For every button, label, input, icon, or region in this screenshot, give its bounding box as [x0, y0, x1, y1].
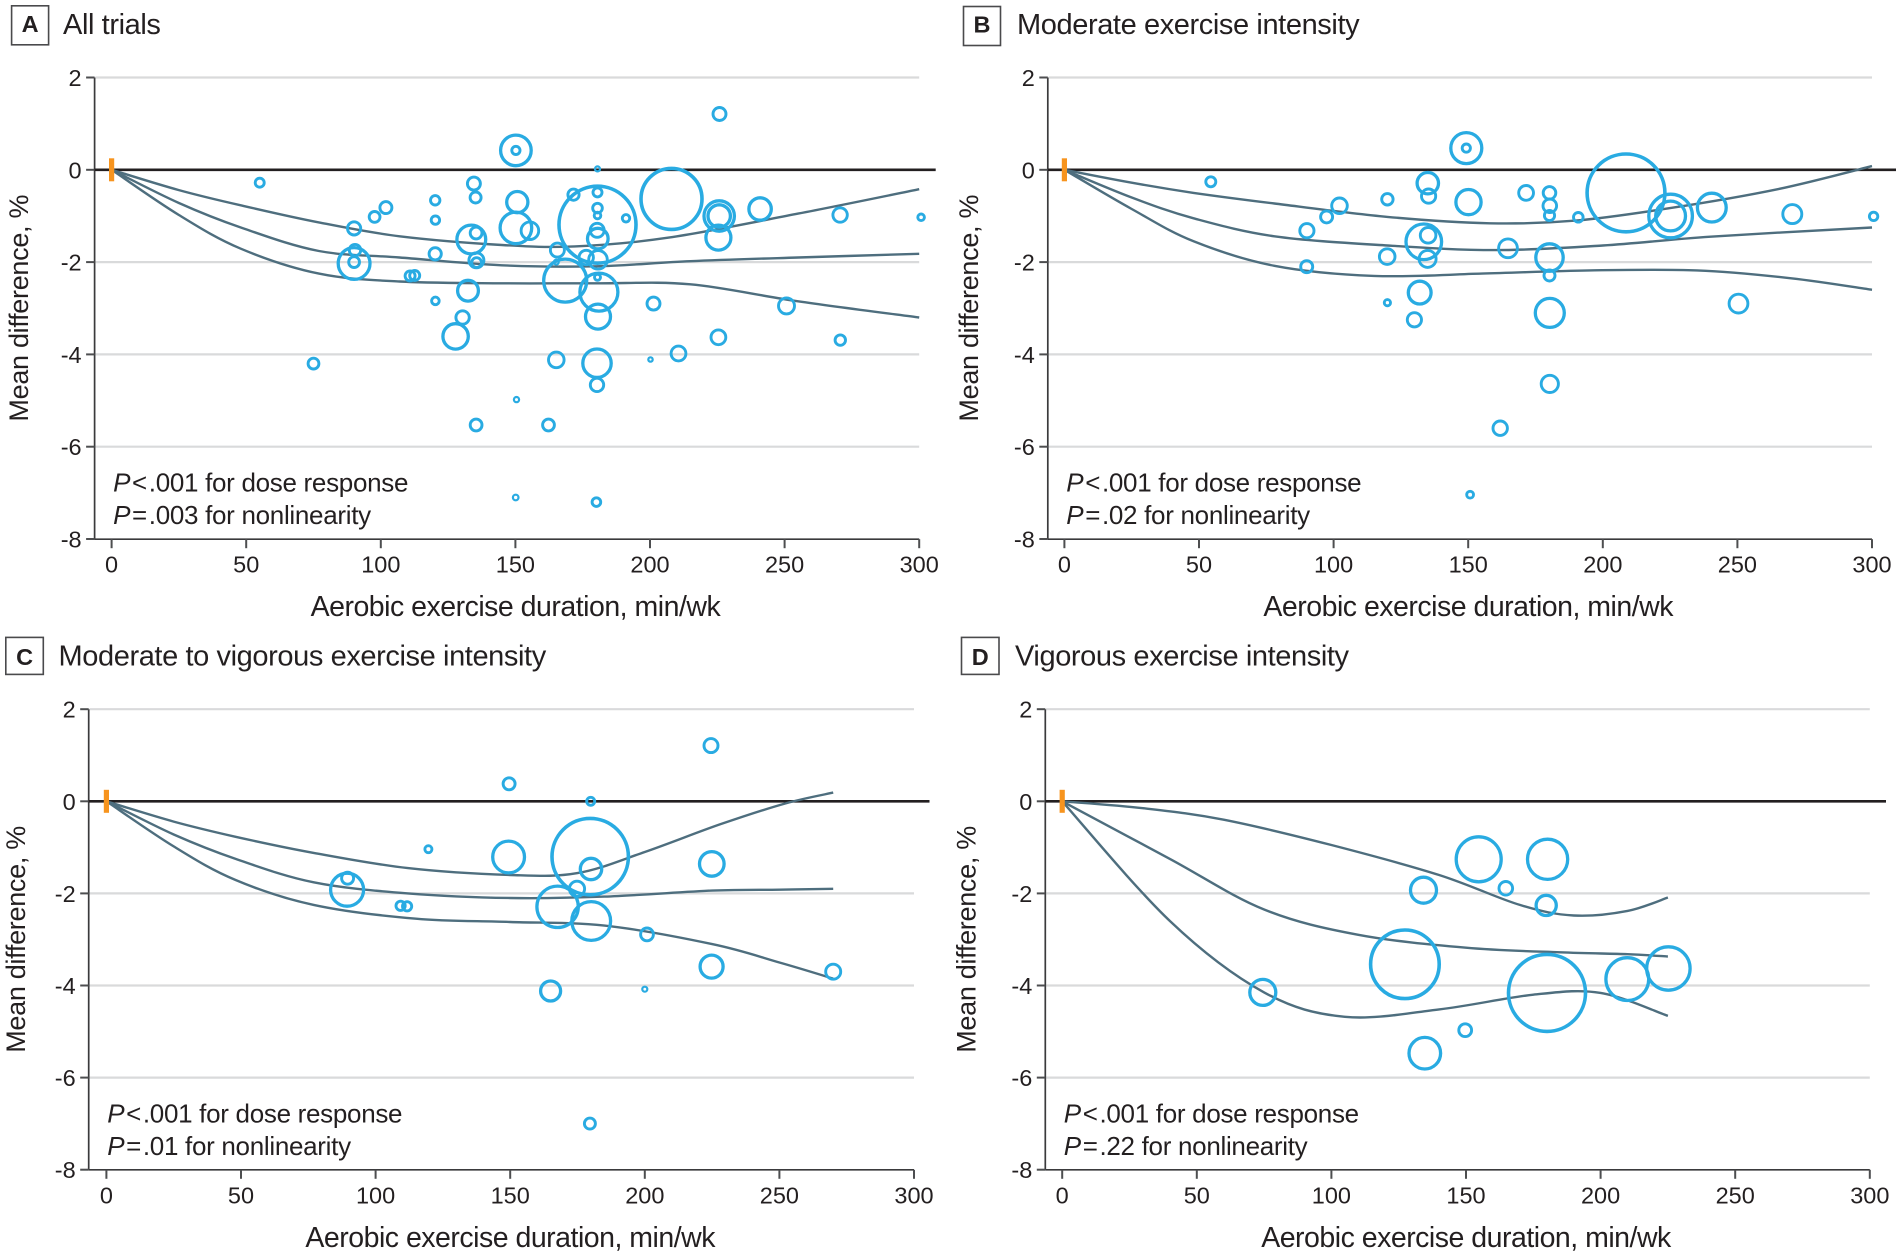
svg-text:Mean difference, %: Mean difference, %	[1, 826, 31, 1053]
svg-text:200: 200	[1583, 552, 1622, 578]
svg-text:150: 150	[491, 1182, 530, 1208]
svg-text:2: 2	[1022, 65, 1035, 91]
svg-text:300: 300	[1850, 1182, 1889, 1208]
svg-text:-6: -6	[55, 1065, 76, 1091]
svg-text:2: 2	[69, 65, 82, 91]
svg-text:-8: -8	[55, 1157, 76, 1183]
svg-text:Aerobic exercise duration, min: Aerobic exercise duration, min/wk	[1263, 591, 1674, 623]
svg-text:100: 100	[1312, 1182, 1351, 1208]
svg-text:100: 100	[356, 1182, 395, 1208]
svg-text:Vigorous exercise intensity: Vigorous exercise intensity	[1015, 641, 1350, 673]
svg-text:50: 50	[1184, 1182, 1210, 1208]
svg-text:Aerobic exercise duration, min: Aerobic exercise duration, min/wk	[311, 591, 722, 623]
svg-text:-2: -2	[61, 250, 82, 276]
svg-text:-6: -6	[61, 434, 82, 460]
svg-text:250: 250	[760, 1182, 799, 1208]
svg-text:2: 2	[1019, 697, 1032, 723]
svg-text:Aerobic exercise duration, min: Aerobic exercise duration, min/wk	[1261, 1222, 1672, 1254]
svg-text:0: 0	[1056, 1182, 1069, 1208]
svg-text:Moderate exercise intensity: Moderate exercise intensity	[1017, 9, 1360, 41]
svg-text:Aerobic exercise duration, min: Aerobic exercise duration, min/wk	[305, 1222, 716, 1254]
svg-text:-8: -8	[1014, 527, 1035, 553]
svg-text:0: 0	[63, 789, 76, 815]
svg-text:200: 200	[1581, 1182, 1620, 1208]
svg-text:P < .001 for dose response: P < .001 for dose response	[113, 468, 408, 498]
svg-text:Mean difference, %: Mean difference, %	[952, 826, 982, 1053]
svg-text:2: 2	[63, 697, 76, 723]
svg-text:-8: -8	[1011, 1157, 1032, 1183]
svg-text:P < .001 for dose response: P < .001 for dose response	[1064, 1098, 1359, 1128]
svg-text:P = .01 for nonlinearity: P = .01 for nonlinearity	[107, 1131, 351, 1161]
svg-text:100: 100	[1314, 552, 1353, 578]
svg-text:0: 0	[105, 552, 118, 578]
svg-text:P = .003 for nonlinearity: P = .003 for nonlinearity	[113, 500, 371, 530]
svg-text:-4: -4	[61, 342, 82, 368]
svg-text:P < .001 for dose response: P < .001 for dose response	[1066, 468, 1361, 498]
svg-text:A: A	[22, 11, 39, 37]
svg-text:300: 300	[1852, 552, 1891, 578]
svg-text:-4: -4	[55, 973, 76, 999]
svg-text:0: 0	[1058, 552, 1071, 578]
svg-text:0: 0	[1019, 789, 1032, 815]
svg-text:Mean difference, %: Mean difference, %	[4, 195, 34, 422]
svg-text:150: 150	[1449, 552, 1488, 578]
svg-text:P < .001 for dose response: P < .001 for dose response	[107, 1098, 402, 1128]
svg-text:Moderate to vigorous exercise: Moderate to vigorous exercise intensity	[59, 641, 547, 673]
svg-text:250: 250	[1716, 1182, 1755, 1208]
svg-text:All trials: All trials	[63, 9, 161, 41]
svg-text:0: 0	[1022, 157, 1035, 183]
svg-text:-4: -4	[1011, 973, 1032, 999]
svg-text:250: 250	[765, 552, 804, 578]
svg-text:150: 150	[1446, 1182, 1485, 1208]
svg-text:C: C	[16, 644, 33, 670]
svg-text:Mean difference, %: Mean difference, %	[954, 195, 984, 422]
svg-text:300: 300	[900, 552, 939, 578]
svg-text:150: 150	[496, 552, 535, 578]
svg-text:50: 50	[233, 552, 259, 578]
svg-text:50: 50	[228, 1182, 254, 1208]
svg-text:300: 300	[894, 1182, 933, 1208]
svg-text:200: 200	[630, 552, 669, 578]
svg-text:50: 50	[1186, 552, 1212, 578]
svg-text:250: 250	[1718, 552, 1757, 578]
svg-text:200: 200	[625, 1182, 664, 1208]
svg-text:100: 100	[361, 552, 400, 578]
svg-text:-2: -2	[1011, 881, 1032, 907]
svg-text:-6: -6	[1011, 1065, 1032, 1091]
svg-text:D: D	[972, 644, 989, 670]
svg-text:B: B	[974, 12, 991, 38]
svg-text:0: 0	[100, 1182, 113, 1208]
svg-text:P = .02 for nonlinearity: P = .02 for nonlinearity	[1066, 500, 1310, 530]
svg-text:-8: -8	[61, 527, 82, 553]
svg-text:0: 0	[69, 157, 82, 183]
svg-text:-2: -2	[1014, 250, 1035, 276]
svg-text:-2: -2	[55, 881, 76, 907]
svg-text:-6: -6	[1014, 434, 1035, 460]
svg-text:-4: -4	[1014, 342, 1035, 368]
svg-text:P = .22 for nonlinearity: P = .22 for nonlinearity	[1064, 1131, 1308, 1161]
